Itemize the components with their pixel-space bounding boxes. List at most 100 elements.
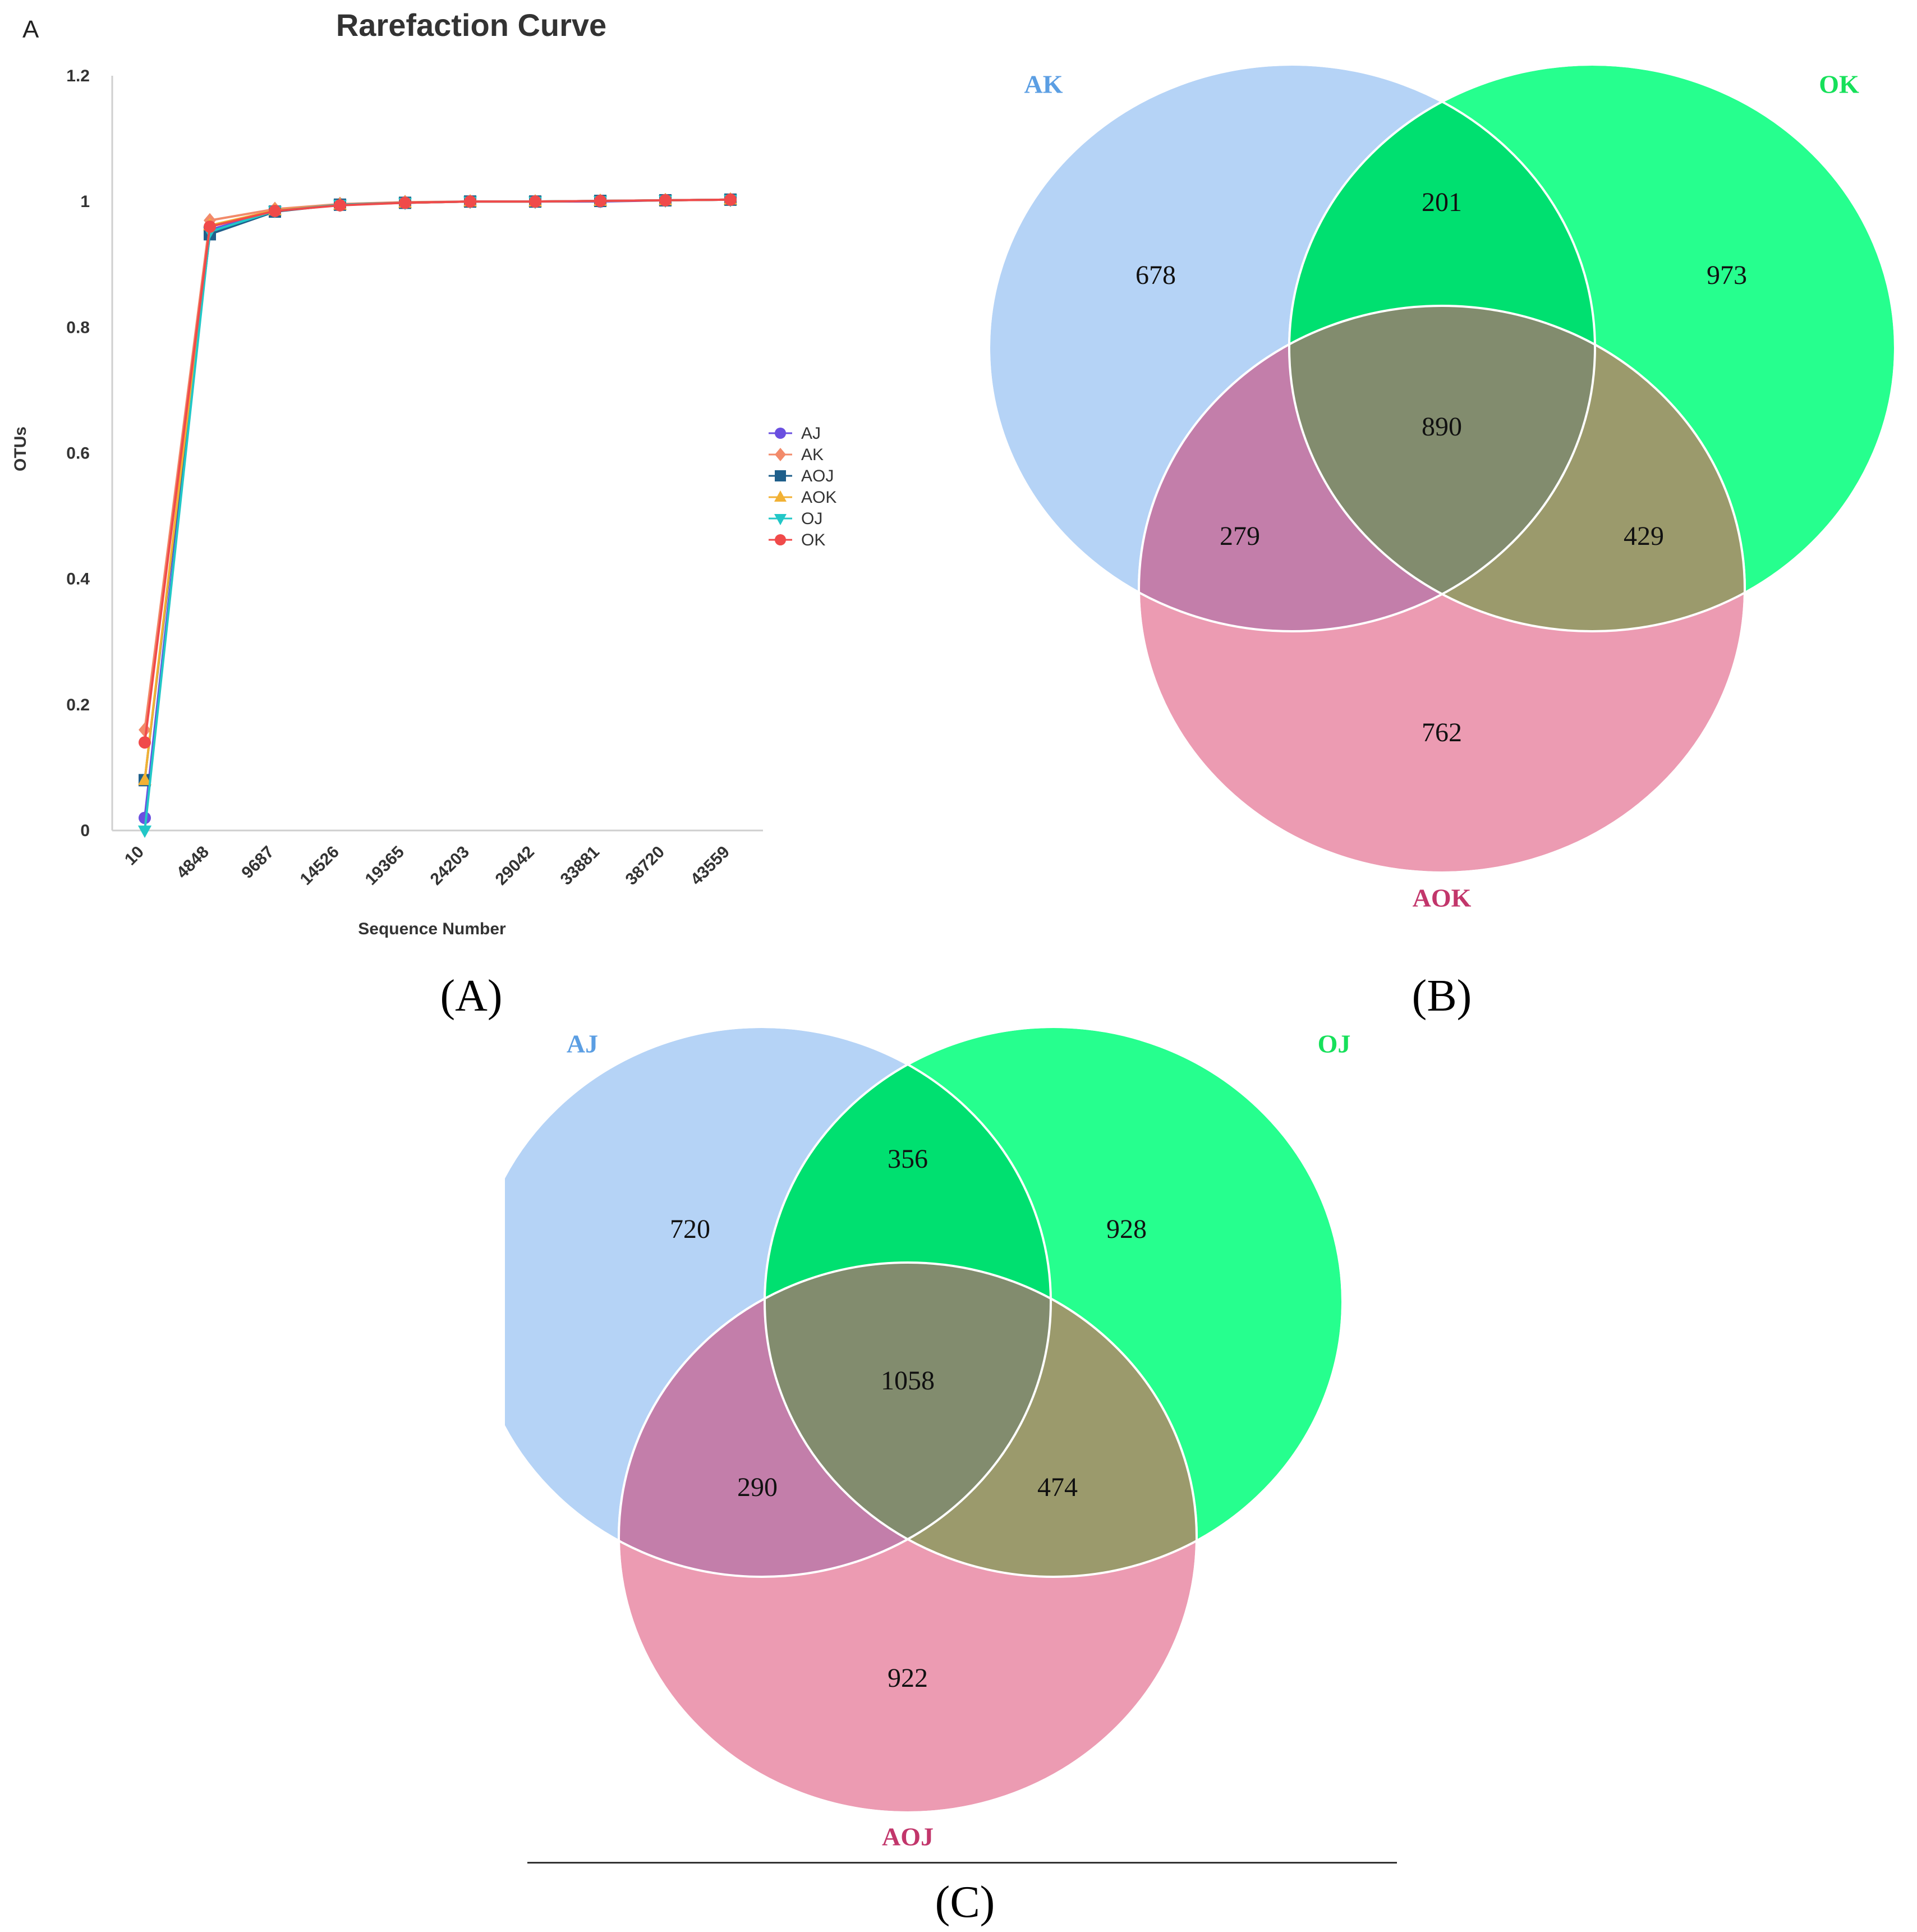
data-point [399, 196, 411, 209]
venn-count-all: 890 [1422, 412, 1462, 442]
x-tick-label: 43559 [687, 843, 733, 889]
series-aok [137, 192, 738, 786]
legend-item-aj: AJ [769, 424, 821, 443]
data-point [464, 195, 476, 208]
venn-set-label-aj: AJ [567, 1030, 598, 1058]
legend-marker [775, 470, 786, 481]
legend-label: OJ [801, 510, 822, 528]
venn-count-ok-aok: 429 [1624, 521, 1664, 551]
circle-set-3-outline [1138, 305, 1746, 874]
data-point [204, 221, 216, 233]
legend-item-ak: AK [769, 446, 824, 464]
series-ok [139, 193, 737, 749]
legend-label: AOK [801, 488, 836, 507]
legend-label: OK [801, 531, 825, 549]
legend-marker [775, 534, 786, 545]
y-tick-label: 0.8 [66, 318, 90, 337]
series-line [144, 198, 731, 831]
circle-set-3-outline [618, 1261, 1198, 1814]
y-axis-label: OTUs [11, 426, 30, 471]
venn-set-label-ak: AK [1024, 70, 1063, 99]
legend-item-oj: OJ [769, 510, 822, 528]
x-tick-label: 38720 [622, 843, 668, 889]
x-tick-label: 4848 [173, 843, 213, 883]
data-point [594, 195, 606, 208]
chart-title: Rarefaction Curve [335, 7, 607, 43]
legend-item-aok: AOK [769, 488, 836, 507]
venn-count-ok-only: 973 [1707, 260, 1747, 290]
legend-marker [774, 514, 787, 525]
venn-set-label-oj: OJ [1318, 1030, 1351, 1058]
rarefaction-chart: 0 0.2 0.4 0.6 0.8 1 1.2 10 4848 9687 14526 19365 242… [11, 67, 836, 938]
legend-label: AK [801, 446, 824, 464]
venn-set-label-aok: AOK [1413, 884, 1472, 912]
x-tick-label: 19365 [362, 843, 408, 889]
chart-series-group [137, 192, 738, 838]
venn-count-aj-aoj: 290 [737, 1472, 778, 1502]
venn-count-aok-only: 762 [1422, 718, 1462, 747]
x-tick-label: 10 [121, 843, 148, 869]
series-line [144, 198, 731, 818]
y-tick-label: 0.4 [66, 570, 90, 589]
data-point [334, 199, 346, 212]
y-tick-label: 1.2 [66, 67, 90, 85]
panel-a-corner-label: A [22, 16, 39, 43]
series-aj [139, 193, 737, 824]
data-point [139, 736, 151, 749]
data-point [659, 194, 672, 206]
divider-line [527, 1862, 1397, 1864]
venn-count-aoj-only: 922 [888, 1663, 928, 1693]
panel-a-caption: (A) [440, 971, 503, 1021]
chart-legend: AJ AK AOJ AOK OJ OK [769, 424, 836, 549]
venn-count-all: 1058 [881, 1366, 935, 1396]
y-tick-label: 0.2 [66, 696, 90, 714]
series-line [144, 198, 731, 781]
legend-marker [775, 428, 786, 439]
y-tick-label: 0.6 [66, 444, 90, 463]
venn-count-aj-only: 720 [670, 1214, 710, 1244]
series-oj [137, 195, 738, 838]
data-point [137, 773, 152, 786]
y-tick-label: 0 [80, 822, 90, 840]
x-tick-label: 24203 [427, 843, 473, 889]
overlap-all [765, 1263, 1051, 1577]
circle-set-1-outline [988, 63, 1596, 632]
y-tick-label: 1 [80, 192, 90, 211]
legend-item-ok: OK [769, 531, 825, 549]
circle-set-1-outline [505, 1026, 1052, 1578]
data-point [139, 811, 151, 824]
circle-set-2-outline [764, 1026, 1344, 1578]
venn-set-label-aoj: AOJ [882, 1823, 934, 1851]
legend-label: AJ [801, 424, 821, 443]
x-tick-label: 9687 [238, 843, 278, 883]
series-line [144, 198, 731, 781]
series-line [144, 198, 731, 743]
series-line [144, 198, 731, 730]
venn-count-oj-aoj: 474 [1037, 1472, 1078, 1502]
series-aoj [139, 193, 737, 787]
x-tick-label: 29042 [492, 843, 538, 889]
x-tick-label: 33881 [557, 843, 603, 889]
circle-set-2-outline [1288, 63, 1896, 632]
venn-count-aj-oj: 356 [888, 1144, 928, 1174]
panel-b-caption: (B) [1412, 971, 1472, 1021]
legend-label: AOJ [801, 467, 834, 485]
legend-marker [774, 490, 787, 502]
chart-axes: 0 0.2 0.4 0.6 0.8 1 1.2 10 4848 9687 14526 19365 242… [11, 67, 763, 938]
x-axis-label: Sequence Number [358, 920, 506, 938]
venn-diagram-b: 678 973 762 201 279 429 890 AK OK AOK [988, 63, 1896, 912]
venn-set-label-ok: OK [1819, 70, 1859, 99]
venn-count-ak-only: 678 [1136, 260, 1176, 290]
legend-marker [775, 448, 786, 461]
venn-count-ak-aok: 279 [1220, 521, 1260, 551]
venn-diagram-c: 720 928 922 356 290 474 1058 AJ OJ AOJ [505, 1026, 1351, 1851]
legend-item-aoj: AOJ [769, 467, 834, 485]
series-ak [139, 192, 737, 737]
x-tick-label: 14526 [297, 843, 343, 889]
venn-count-ak-ok: 201 [1422, 187, 1462, 217]
data-point [269, 204, 281, 217]
data-point [724, 193, 737, 206]
data-point [137, 825, 152, 838]
venn-count-oj-only: 928 [1106, 1214, 1147, 1244]
panel-c-caption: (C) [935, 1878, 995, 1927]
